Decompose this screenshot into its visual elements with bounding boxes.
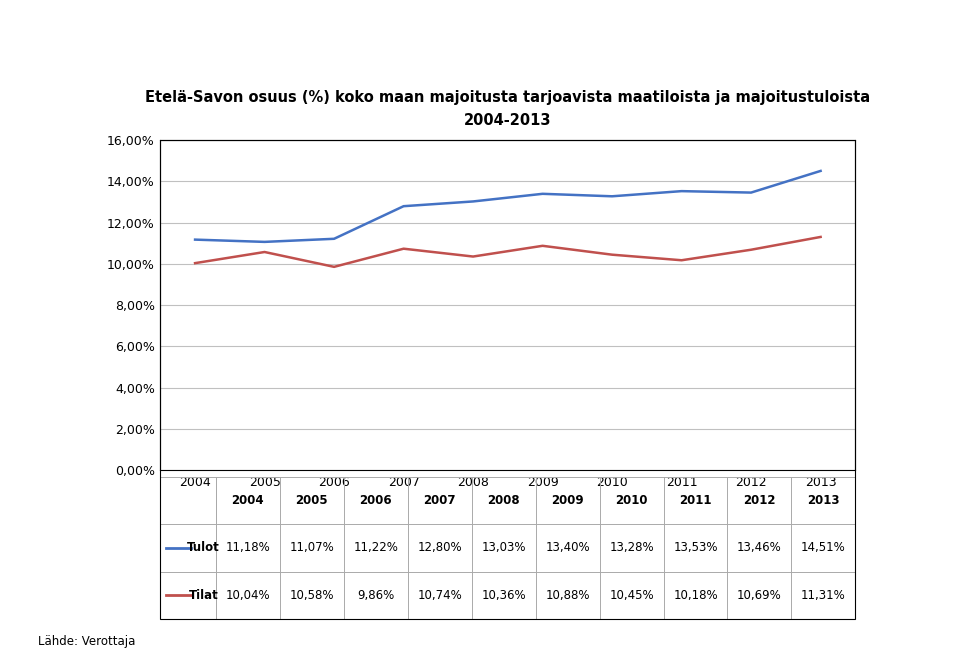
Text: 2004-2013: 2004-2013 [464,113,552,128]
Text: 10,88%: 10,88% [545,589,589,602]
Text: 11,22%: 11,22% [353,542,398,554]
Text: Tulot: Tulot [187,542,220,554]
Text: 2012: 2012 [743,494,776,507]
Text: 2013: 2013 [807,494,840,507]
Text: 10,45%: 10,45% [610,589,654,602]
Text: 13,03%: 13,03% [481,542,526,554]
Text: 13,40%: 13,40% [545,542,590,554]
Text: Tilat: Tilat [189,589,219,602]
Text: 10,18%: 10,18% [673,589,718,602]
Text: 10,58%: 10,58% [290,589,334,602]
Text: 13,53%: 13,53% [673,542,718,554]
Text: 11,18%: 11,18% [226,542,271,554]
Text: 2011: 2011 [680,494,711,507]
Text: 13,28%: 13,28% [610,542,654,554]
Text: 2006: 2006 [359,494,392,507]
Text: 11,07%: 11,07% [290,542,334,554]
Text: 2008: 2008 [488,494,520,507]
Text: 2004: 2004 [231,494,264,507]
Text: 11,31%: 11,31% [801,589,846,602]
Text: 2010: 2010 [615,494,648,507]
Text: 2005: 2005 [296,494,328,507]
Text: 13,46%: 13,46% [737,542,781,554]
Text: 10,69%: 10,69% [737,589,781,602]
Text: 14,51%: 14,51% [801,542,846,554]
Text: Lähde: Verottaja: Lähde: Verottaja [38,635,135,648]
Text: Etelä-Savon osuus (%) koko maan majoitusta tarjoavista maatiloista ja majoitustu: Etelä-Savon osuus (%) koko maan majoitus… [145,90,871,105]
Text: 10,74%: 10,74% [418,589,462,602]
Text: 2007: 2007 [423,494,456,507]
Text: 12,80%: 12,80% [418,542,462,554]
Text: 2009: 2009 [551,494,584,507]
Text: 10,36%: 10,36% [481,589,526,602]
Text: 10,04%: 10,04% [226,589,270,602]
Text: 9,86%: 9,86% [357,589,395,602]
